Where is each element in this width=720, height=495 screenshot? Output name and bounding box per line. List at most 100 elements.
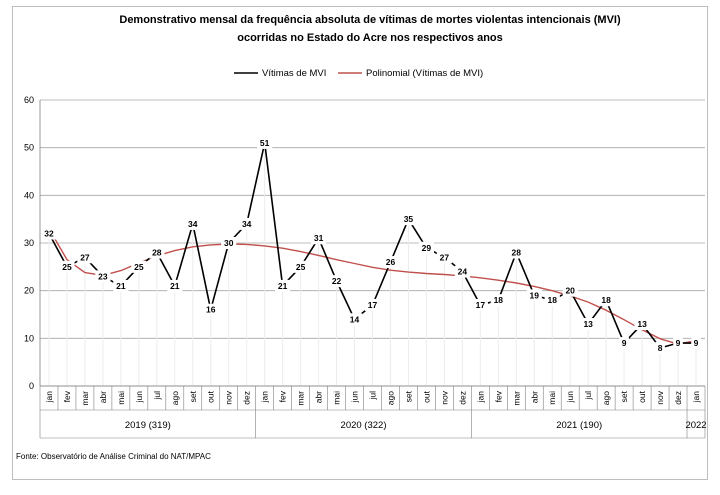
data-label-bg: [149, 246, 165, 259]
data-label-bg: [293, 260, 309, 273]
x-tick-label-out: out: [206, 390, 216, 402]
data-label-8: 34: [188, 219, 198, 229]
y-tick-label: 0: [29, 381, 34, 391]
data-label-13: 21: [278, 281, 288, 291]
year-group-label: 2020 (322): [341, 420, 387, 431]
data-label-27: 19: [530, 290, 540, 300]
x-tick-label-set: set: [619, 390, 629, 402]
y-tick-label: 10: [24, 333, 34, 343]
data-label-30: 13: [583, 319, 593, 329]
data-label-bg: [436, 251, 452, 264]
x-tick-label-fev: fev: [278, 390, 288, 402]
year-group-label: 2019 (319): [125, 420, 171, 431]
x-tick-label-out: out: [421, 390, 431, 402]
x-tick-label-jun: jun: [134, 391, 144, 404]
data-label-bg: [257, 136, 273, 149]
data-label-bg: [364, 298, 381, 311]
x-tick-label-ago: ago: [601, 391, 611, 405]
data-label-bg: [598, 294, 614, 307]
y-tick-label: 40: [24, 190, 34, 200]
data-label-0: 32: [44, 228, 54, 238]
data-label-35: 9: [676, 338, 681, 348]
x-tick-label-fev: fev: [62, 390, 72, 402]
data-label-12: 51: [260, 138, 270, 148]
data-label-bg: [113, 279, 129, 292]
data-label-bg: [167, 279, 183, 292]
data-label-20: 35: [404, 214, 414, 224]
data-label-bg: [131, 260, 147, 273]
x-tick-label-set: set: [403, 390, 413, 402]
x-tick-label-jul: jul: [583, 391, 593, 401]
data-label-bg: [655, 341, 665, 354]
x-tick-label-dez: dez: [457, 391, 467, 405]
data-label-bg: [239, 217, 255, 230]
x-tick-label-fev: fev: [493, 390, 503, 402]
y-tick-label: 30: [24, 238, 34, 248]
data-label-11: 34: [242, 219, 252, 229]
data-label-32: 9: [622, 338, 627, 348]
data-label-21: 29: [422, 243, 432, 253]
x-tick-label-mai: mai: [332, 391, 342, 405]
x-tick-label-jan: jan: [44, 391, 54, 404]
data-label-bg: [508, 246, 524, 259]
x-tick-label-mar: mar: [511, 391, 521, 406]
x-tick-label-jul: jul: [152, 391, 162, 401]
data-label-31: 18: [601, 295, 611, 305]
y-axis: 0 10 20 30 40 50 60: [24, 95, 41, 391]
data-label-bg: [490, 294, 506, 307]
data-label-bg: [580, 318, 596, 331]
x-tick-label-nov: nov: [224, 390, 234, 404]
data-label-14: 25: [296, 262, 306, 272]
chart-frame: [12, 6, 708, 480]
year-group-label: 2021 (190): [556, 420, 602, 431]
data-label-1: 25: [62, 262, 72, 272]
data-label-bg: [634, 318, 650, 331]
data-label-4: 21: [116, 281, 126, 291]
data-label-7: 21: [170, 281, 180, 291]
data-label-bg: [310, 232, 327, 245]
data-label-2: 27: [80, 252, 90, 262]
data-label-bg: [185, 217, 201, 230]
data-label-25: 18: [494, 295, 504, 305]
data-label-34: 8: [658, 343, 663, 353]
x-tick-label-jun: jun: [565, 391, 575, 404]
chart-title-line-2: ocorridas no Estado do Acre nos respecti…: [237, 32, 503, 44]
data-label-6: 28: [152, 248, 162, 258]
data-label-19: 26: [386, 257, 396, 267]
data-label-29: 20: [565, 286, 575, 296]
x-tick-label-dez: dez: [242, 391, 252, 405]
legend-label-mvi: Vítimas de MVI: [262, 68, 326, 79]
data-label-bg: [59, 260, 75, 273]
data-label-bg: [77, 251, 93, 264]
data-label-16: 22: [332, 276, 342, 286]
data-label-bg: [673, 337, 683, 350]
year-group-label: 2022: [685, 420, 706, 431]
data-label-bg: [221, 237, 237, 249]
data-label-bg: [472, 298, 488, 311]
data-label-bg: [95, 270, 111, 283]
y-tick-label: 60: [24, 95, 34, 105]
data-label-28: 18: [547, 295, 557, 305]
data-label-bg: [41, 227, 57, 240]
data-label-9: 16: [206, 305, 216, 315]
data-label-15: 31: [314, 233, 324, 243]
data-label-33: 13: [637, 319, 647, 329]
data-label-bg: [275, 279, 291, 292]
data-label-10: 30: [224, 238, 234, 248]
data-label-3: 23: [98, 271, 108, 281]
x-tick-label-nov: nov: [439, 390, 449, 404]
data-label-bg: [454, 265, 470, 278]
data-label-bg: [382, 256, 399, 269]
x-tick-label-abr: abr: [314, 391, 324, 403]
data-label-26: 28: [512, 248, 522, 258]
data-label-bg: [691, 337, 701, 350]
x-tick-label-jun: jun: [350, 391, 360, 404]
x-tick-label-dez: dez: [673, 391, 683, 405]
x-tick-label-jan: jan: [475, 391, 485, 404]
data-label-18: 17: [368, 300, 378, 310]
y-tick-label: 20: [24, 286, 34, 296]
x-tick-label-mai: mai: [116, 391, 126, 405]
x-tick-label-out: out: [637, 390, 647, 402]
data-label-bg: [544, 294, 560, 307]
legend: Vítimas de MVI Polinomial (Vítimas de MV…: [234, 68, 483, 79]
